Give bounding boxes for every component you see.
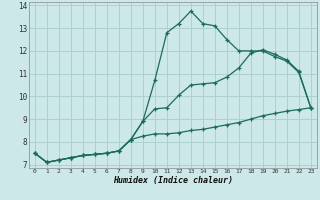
X-axis label: Humidex (Indice chaleur): Humidex (Indice chaleur) xyxy=(113,176,233,185)
